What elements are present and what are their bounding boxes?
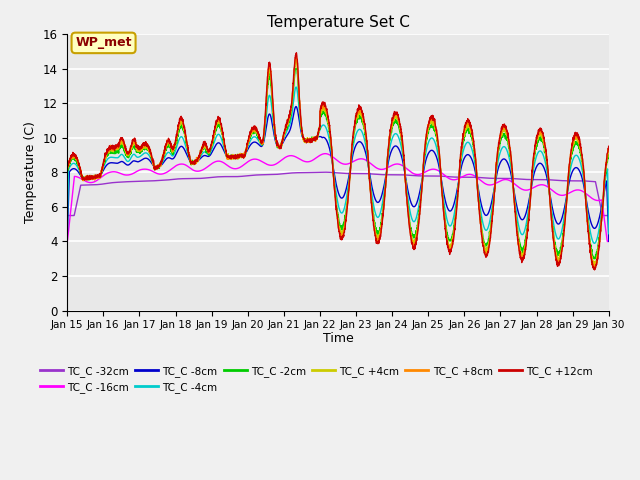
TC_C -2cm xyxy=(157,159,165,165)
TC_C +12cm xyxy=(591,267,598,273)
TC_C +4cm xyxy=(605,146,612,152)
Title: Temperature Set C: Temperature Set C xyxy=(267,15,410,30)
TC_C -4cm xyxy=(292,84,300,90)
Text: WP_met: WP_met xyxy=(76,36,132,49)
TC_C +8cm xyxy=(536,128,544,134)
TC_C +8cm xyxy=(605,146,612,152)
Line: TC_C -2cm: TC_C -2cm xyxy=(67,69,609,259)
Line: TC_C +8cm: TC_C +8cm xyxy=(67,56,609,269)
TC_C -2cm xyxy=(591,256,598,262)
TC_C +12cm xyxy=(595,248,602,254)
Line: TC_C -32cm: TC_C -32cm xyxy=(67,172,609,216)
TC_C +12cm xyxy=(294,79,302,84)
TC_C +4cm xyxy=(125,152,132,157)
TC_C -8cm xyxy=(292,104,300,109)
TC_C +8cm xyxy=(294,82,302,88)
TC_C -4cm xyxy=(536,148,544,154)
TC_C -2cm xyxy=(536,135,544,141)
TC_C -8cm xyxy=(63,237,71,242)
TC_C -8cm xyxy=(157,163,165,168)
Line: TC_C +4cm: TC_C +4cm xyxy=(67,60,609,265)
TC_C -4cm xyxy=(157,162,165,168)
TC_C -4cm xyxy=(125,158,132,164)
TC_C -16cm xyxy=(605,239,612,244)
TC_C -16cm xyxy=(125,172,132,178)
Legend: TC_C -32cm, TC_C -16cm, TC_C -8cm, TC_C -4cm, TC_C -2cm, TC_C +4cm, TC_C +8cm, T: TC_C -32cm, TC_C -16cm, TC_C -8cm, TC_C … xyxy=(36,361,596,397)
TC_C -32cm xyxy=(294,170,302,176)
TC_C -16cm xyxy=(536,182,544,188)
TC_C -8cm xyxy=(271,136,279,142)
TC_C +8cm xyxy=(125,151,132,157)
TC_C +12cm xyxy=(536,126,544,132)
TC_C +12cm xyxy=(63,165,71,171)
TC_C -16cm xyxy=(294,156,302,161)
Line: TC_C -16cm: TC_C -16cm xyxy=(67,154,609,241)
Line: TC_C -4cm: TC_C -4cm xyxy=(67,87,609,243)
TC_C -4cm xyxy=(591,240,598,246)
TC_C -4cm xyxy=(605,231,612,237)
TC_C -4cm xyxy=(271,133,279,139)
TC_C -16cm xyxy=(271,162,279,168)
TC_C +12cm xyxy=(271,128,279,134)
TC_C -32cm xyxy=(605,213,612,218)
X-axis label: Time: Time xyxy=(323,332,353,345)
TC_C +4cm xyxy=(590,262,598,268)
TC_C -2cm xyxy=(605,152,612,158)
TC_C +8cm xyxy=(590,266,598,272)
Y-axis label: Temperature (C): Temperature (C) xyxy=(24,121,37,223)
TC_C -16cm xyxy=(595,198,602,204)
TC_C +4cm xyxy=(294,82,302,88)
TC_C -32cm xyxy=(125,179,132,184)
TC_C -4cm xyxy=(63,233,71,239)
TC_C +12cm xyxy=(125,149,132,155)
TC_C +12cm xyxy=(605,144,612,149)
TC_C +8cm xyxy=(63,168,71,174)
TC_C +8cm xyxy=(157,159,165,165)
TC_C +4cm xyxy=(292,58,300,63)
TC_C -16cm xyxy=(63,239,71,244)
TC_C -16cm xyxy=(157,171,165,177)
TC_C -2cm xyxy=(292,66,300,72)
TC_C -8cm xyxy=(125,162,132,168)
Line: TC_C -8cm: TC_C -8cm xyxy=(67,107,609,241)
TC_C +12cm xyxy=(292,50,300,56)
TC_C -4cm xyxy=(595,229,602,235)
TC_C -32cm xyxy=(63,213,71,218)
Line: TC_C +12cm: TC_C +12cm xyxy=(67,53,609,270)
TC_C +8cm xyxy=(292,53,300,59)
TC_C +4cm xyxy=(271,128,279,133)
TC_C -2cm xyxy=(595,240,602,245)
TC_C -32cm xyxy=(321,169,329,175)
TC_C -4cm xyxy=(294,100,302,106)
TC_C -2cm xyxy=(125,152,132,158)
TC_C -8cm xyxy=(605,239,612,244)
TC_C +8cm xyxy=(595,247,602,253)
TC_C -32cm xyxy=(157,178,165,183)
TC_C -32cm xyxy=(536,177,544,182)
TC_C -32cm xyxy=(271,171,279,177)
TC_C -32cm xyxy=(595,193,602,199)
TC_C +4cm xyxy=(63,168,71,174)
TC_C +8cm xyxy=(271,128,279,133)
TC_C -2cm xyxy=(271,130,279,135)
TC_C +4cm xyxy=(157,160,165,166)
TC_C -8cm xyxy=(536,160,544,166)
TC_C -2cm xyxy=(294,88,302,94)
TC_C +12cm xyxy=(157,161,165,167)
TC_C +4cm xyxy=(536,131,544,136)
TC_C +4cm xyxy=(595,244,602,250)
TC_C -2cm xyxy=(63,167,71,172)
TC_C -8cm xyxy=(595,219,602,225)
TC_C -8cm xyxy=(294,113,302,119)
TC_C -16cm xyxy=(321,151,329,156)
